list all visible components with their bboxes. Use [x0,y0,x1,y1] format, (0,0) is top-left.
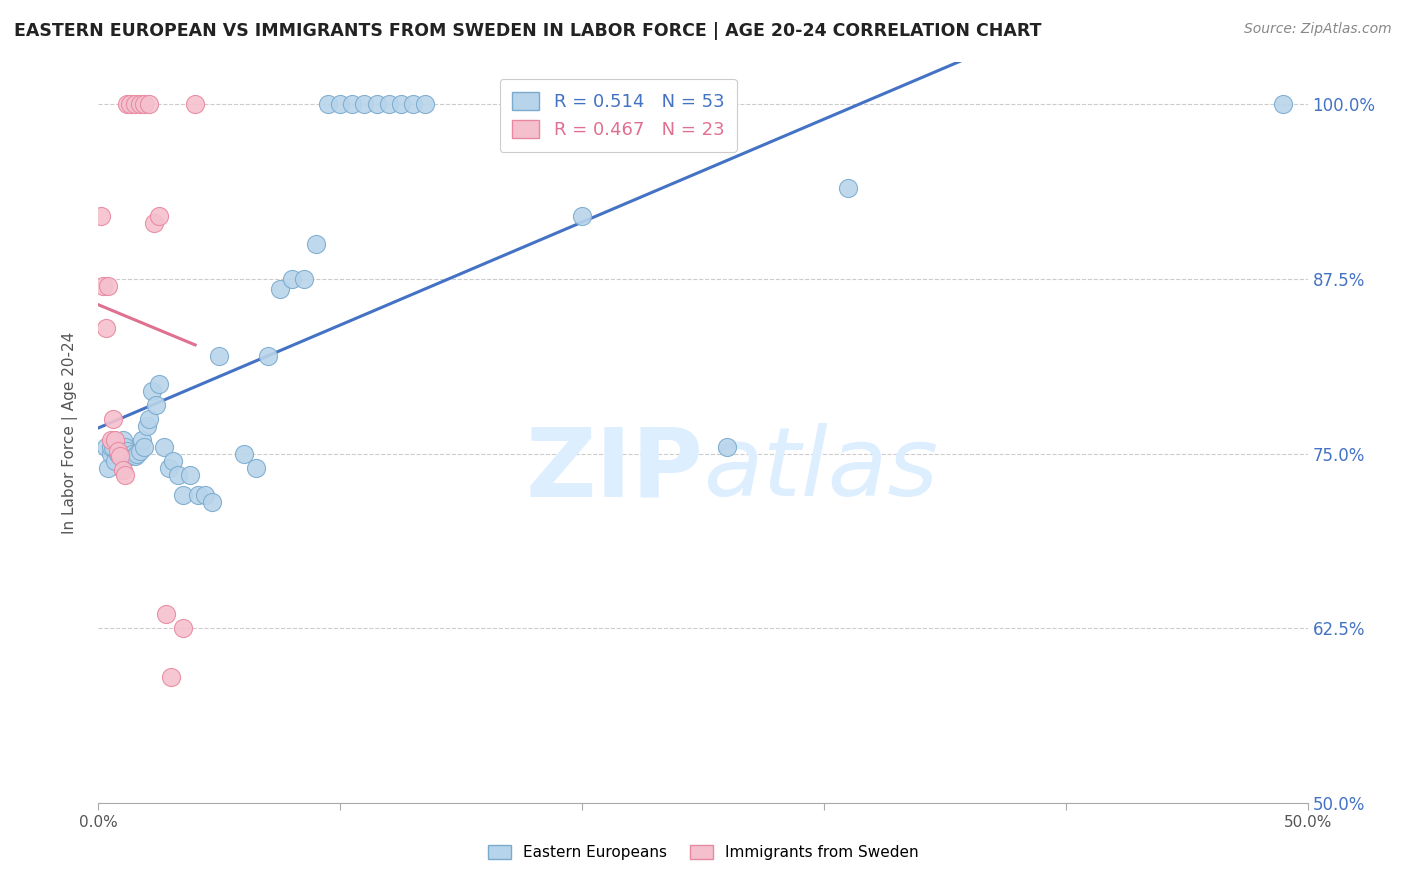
Point [353,97,375,112]
Point [152,440,174,454]
Point [377,97,399,112]
Point [107,446,129,460]
Point [201,495,224,509]
Point [108,450,131,464]
Point [118,97,141,112]
Point [107,443,129,458]
Point [134,97,156,112]
Legend: R = 0.514   N = 53, R = 0.467   N = 23: R = 0.514 N = 53, R = 0.467 N = 23 [499,78,737,152]
Point [100,446,122,460]
Point [571,209,593,223]
Point [194,488,217,502]
Point [269,282,291,296]
Point [138,411,160,425]
Point [329,97,352,112]
Point [97,279,120,293]
Point [131,433,153,447]
Point [124,450,146,464]
Point [94,321,117,335]
Y-axis label: In Labor Force | Age 20-24: In Labor Force | Age 20-24 [62,332,77,533]
Point [134,440,156,454]
Point [114,440,136,454]
Point [157,460,180,475]
Point [172,621,194,635]
Text: Source: ZipAtlas.com: Source: ZipAtlas.com [1244,22,1392,37]
Point [316,97,339,112]
Text: atlas: atlas [703,423,938,516]
Point [117,97,139,112]
Point [179,467,201,482]
Text: EASTERN EUROPEAN VS IMMIGRANTS FROM SWEDEN IN LABOR FORCE | AGE 20-24 CORRELATIO: EASTERN EUROPEAN VS IMMIGRANTS FROM SWED… [14,22,1042,40]
Point [94,440,117,454]
Text: ZIP: ZIP [524,423,703,516]
Point [127,446,149,460]
Point [145,398,167,412]
Point [184,97,207,112]
Point [101,411,124,425]
Point [141,384,163,398]
Point [148,209,170,223]
Point [389,97,412,112]
Point [124,97,146,112]
Point [108,450,131,464]
Point [135,418,157,433]
Legend: Eastern Europeans, Immigrants from Sweden: Eastern Europeans, Immigrants from Swede… [479,838,927,868]
Point [121,446,143,460]
Point [155,607,177,622]
Point [118,450,141,464]
Point [128,97,150,112]
Point [167,467,190,482]
Point [111,433,134,447]
Point [172,488,194,502]
Point [100,440,122,454]
Point [292,272,315,286]
Point [91,279,114,293]
Point [148,376,170,391]
Point [402,97,425,112]
Point [413,97,436,112]
Point [256,349,278,363]
Point [187,488,209,502]
Point [837,181,859,195]
Point [208,349,231,363]
Point [104,453,127,467]
Point [366,97,388,112]
Point [104,433,127,447]
Point [1272,97,1295,112]
Point [128,443,150,458]
Point [117,443,139,458]
Point [342,97,364,112]
Point [160,670,183,684]
Point [143,216,166,230]
Point [232,446,254,460]
Point [97,460,120,475]
Point [90,209,112,223]
Point [101,440,124,454]
Point [716,440,738,454]
Point [245,460,267,475]
Point [114,467,136,482]
Point [281,272,304,286]
Point [138,97,160,112]
Point [162,453,184,467]
Point [111,463,134,477]
Point [305,237,328,252]
Point [100,433,122,447]
